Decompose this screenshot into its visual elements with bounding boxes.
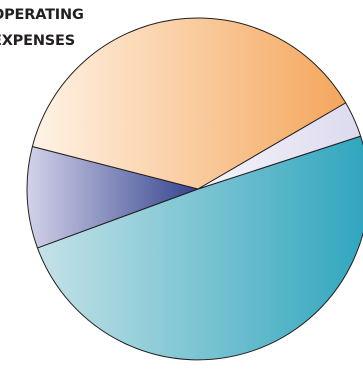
pie-slice-3 <box>31 17 347 190</box>
chart-title-line-2: EXPENSES <box>0 33 75 49</box>
pie-slices <box>26 17 363 361</box>
pie-slice-4 <box>197 102 362 190</box>
chart-title: OPERATING EXPENSES <box>0 2 84 54</box>
pie-slice-1 <box>36 135 363 361</box>
chart-title-line-1: OPERATING <box>0 7 84 23</box>
pie-slice-2 <box>26 145 199 249</box>
